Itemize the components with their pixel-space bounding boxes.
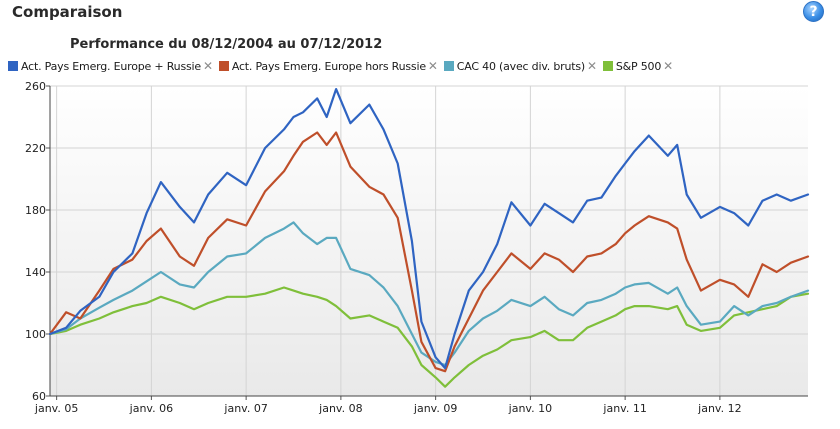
y-tick-label: 260: [25, 80, 46, 93]
y-tick-label: 100: [25, 328, 46, 341]
y-tick-label: 180: [25, 204, 46, 217]
remove-series-0-icon[interactable]: ✕: [202, 59, 213, 73]
series-line-1: [48, 131, 810, 373]
help-icon[interactable]: ?: [803, 1, 824, 22]
x-tick-label: janv. 07: [223, 402, 267, 415]
plot-area: [50, 86, 808, 396]
series-line-3: [48, 286, 810, 388]
legend-label-series-1: Act. Pays Emerg. Europe hors Russie: [231, 59, 426, 73]
performance-chart: 60 100 140 180 220 260 janv. 05 janv. 06 janv. 0…: [25, 80, 810, 415]
remove-series-2-icon[interactable]: ✕: [587, 59, 597, 73]
x-tick-label: janv. 12: [697, 402, 741, 415]
x-tick-label: janv. 10: [508, 402, 552, 415]
legend-swatch-series-3: [602, 61, 613, 71]
remove-series-1-icon[interactable]: ✕: [427, 59, 438, 73]
legend-label-series-2: CAC 40 (avec div. bruts): [456, 59, 585, 73]
y-tick-label: 140: [25, 266, 46, 279]
legend-label-series-3: S&P 500: [615, 59, 662, 73]
y-tick-label: 60: [32, 390, 46, 403]
x-tick-label: janv. 05: [34, 402, 78, 415]
legend-swatch-series-0: [8, 61, 18, 71]
chart-title: Performance du 08/12/2004 au 07/12/2012: [70, 37, 383, 52]
legend-label-series-0: Act. Pays Emerg. Europe + Russie: [21, 59, 201, 73]
x-tick-label: janv. 08: [318, 402, 362, 415]
page-title: Comparaison: [12, 3, 123, 21]
series-line-0: [48, 88, 810, 370]
remove-series-3-icon[interactable]: ✕: [663, 59, 674, 73]
x-tick-label: janv. 11: [602, 402, 646, 415]
x-tick-label: janv. 06: [129, 402, 173, 415]
legend-swatch-series-1: [218, 61, 229, 71]
legend-item-series-0[interactable]: Act. Pays Emerg. Europe + Russie ✕: [8, 59, 213, 73]
legend-item-series-1[interactable]: Act. Pays Emerg. Europe hors Russie ✕: [218, 59, 438, 73]
legend-item-series-2[interactable]: CAC 40 (avec div. bruts) ✕: [443, 59, 597, 73]
y-tick-label: 220: [25, 142, 46, 155]
legend-item-series-3[interactable]: S&P 500 ✕: [602, 59, 674, 73]
chart-legend: Act. Pays Emerg. Europe + Russie ✕ Act. …: [8, 58, 832, 74]
legend-swatch-series-2: [443, 61, 454, 71]
x-tick-label: janv. 09: [413, 402, 457, 415]
